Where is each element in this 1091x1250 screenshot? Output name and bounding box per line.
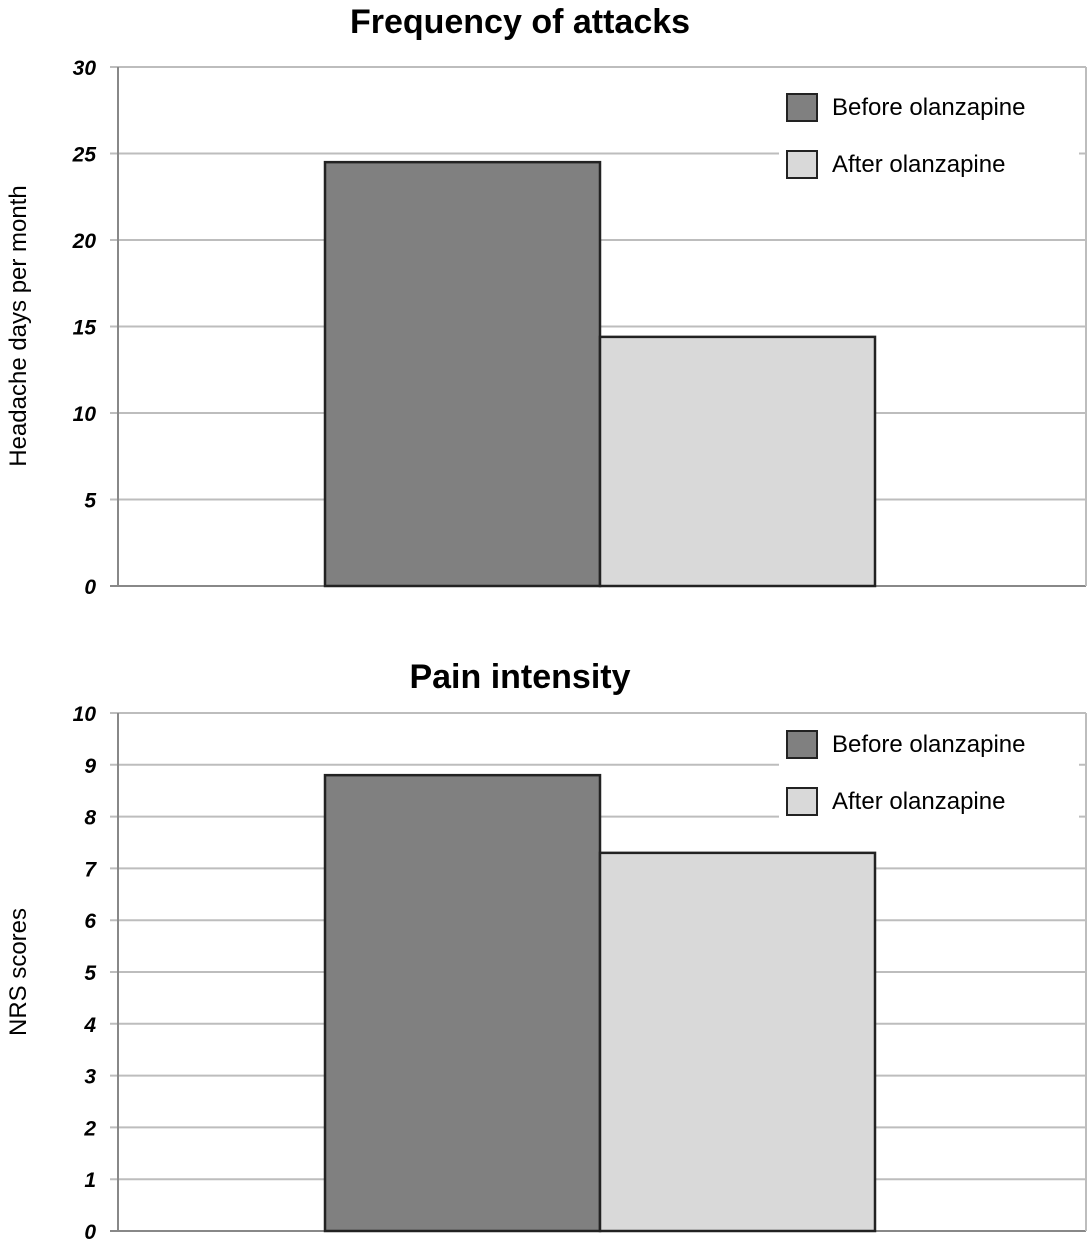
- legend-swatch: [786, 93, 818, 122]
- y-tick-label: 7: [84, 858, 97, 881]
- legend: Before olanzapine After olanzapine: [779, 70, 1079, 200]
- y-tick-labels: 0 5 10 15 20 25 30: [72, 57, 97, 599]
- y-tick-label: 6: [84, 910, 96, 933]
- y-tick-label: 0: [84, 576, 96, 599]
- y-tick-label: 5: [84, 962, 96, 985]
- legend-entry: Before olanzapine: [832, 731, 1025, 758]
- y-tick-label: 2: [83, 1117, 96, 1140]
- chart-title: Frequency of attacks: [350, 3, 690, 41]
- legend-swatch: [786, 787, 818, 816]
- chart-title: Pain intensity: [409, 658, 630, 696]
- chart-frequency-of-attacks: Frequency of attacks Headache days per m…: [5, 3, 1087, 599]
- chart-pain-intensity: Pain intensity NRS scores 0 1 2 3 4 5 6 7 8 9 10 B…: [5, 658, 1087, 1244]
- bar: [323, 773, 602, 1233]
- legend-entry: After olanzapine: [832, 788, 1005, 815]
- y-tick-label: 3: [84, 1066, 96, 1089]
- y-tick-label: 10: [73, 403, 97, 426]
- bars: [323, 773, 877, 1233]
- y-axis-label: Headache days per month: [5, 185, 32, 467]
- legend-background: [779, 70, 1079, 200]
- y-tick-label: 9: [84, 755, 96, 778]
- y-tick-label: 15: [73, 317, 97, 340]
- legend-background: [779, 716, 1079, 846]
- bar: [598, 851, 877, 1233]
- y-tick-label: 8: [84, 807, 96, 830]
- y-axis-label: NRS scores: [5, 908, 32, 1036]
- y-tick-label: 4: [83, 1014, 96, 1037]
- bar: [323, 160, 602, 588]
- y-tick-label: 10: [73, 703, 97, 726]
- y-tick-label: 25: [72, 144, 97, 167]
- y-tick-label: 0: [84, 1221, 96, 1244]
- y-tick-labels: 0 1 2 3 4 5 6 7 8 9 10: [73, 703, 98, 1244]
- y-tick-label: 1: [84, 1169, 96, 1192]
- legend-swatch: [786, 730, 818, 759]
- y-tick-label: 30: [73, 57, 97, 80]
- bars: [323, 160, 877, 588]
- legend-entry: After olanzapine: [832, 151, 1005, 178]
- legend-entry: Before olanzapine: [832, 94, 1025, 121]
- y-tick-label: 20: [72, 230, 97, 253]
- legend-swatch: [786, 150, 818, 179]
- y-tick-label: 5: [84, 490, 96, 513]
- bar: [598, 335, 877, 588]
- legend: Before olanzapine After olanzapine: [779, 716, 1079, 846]
